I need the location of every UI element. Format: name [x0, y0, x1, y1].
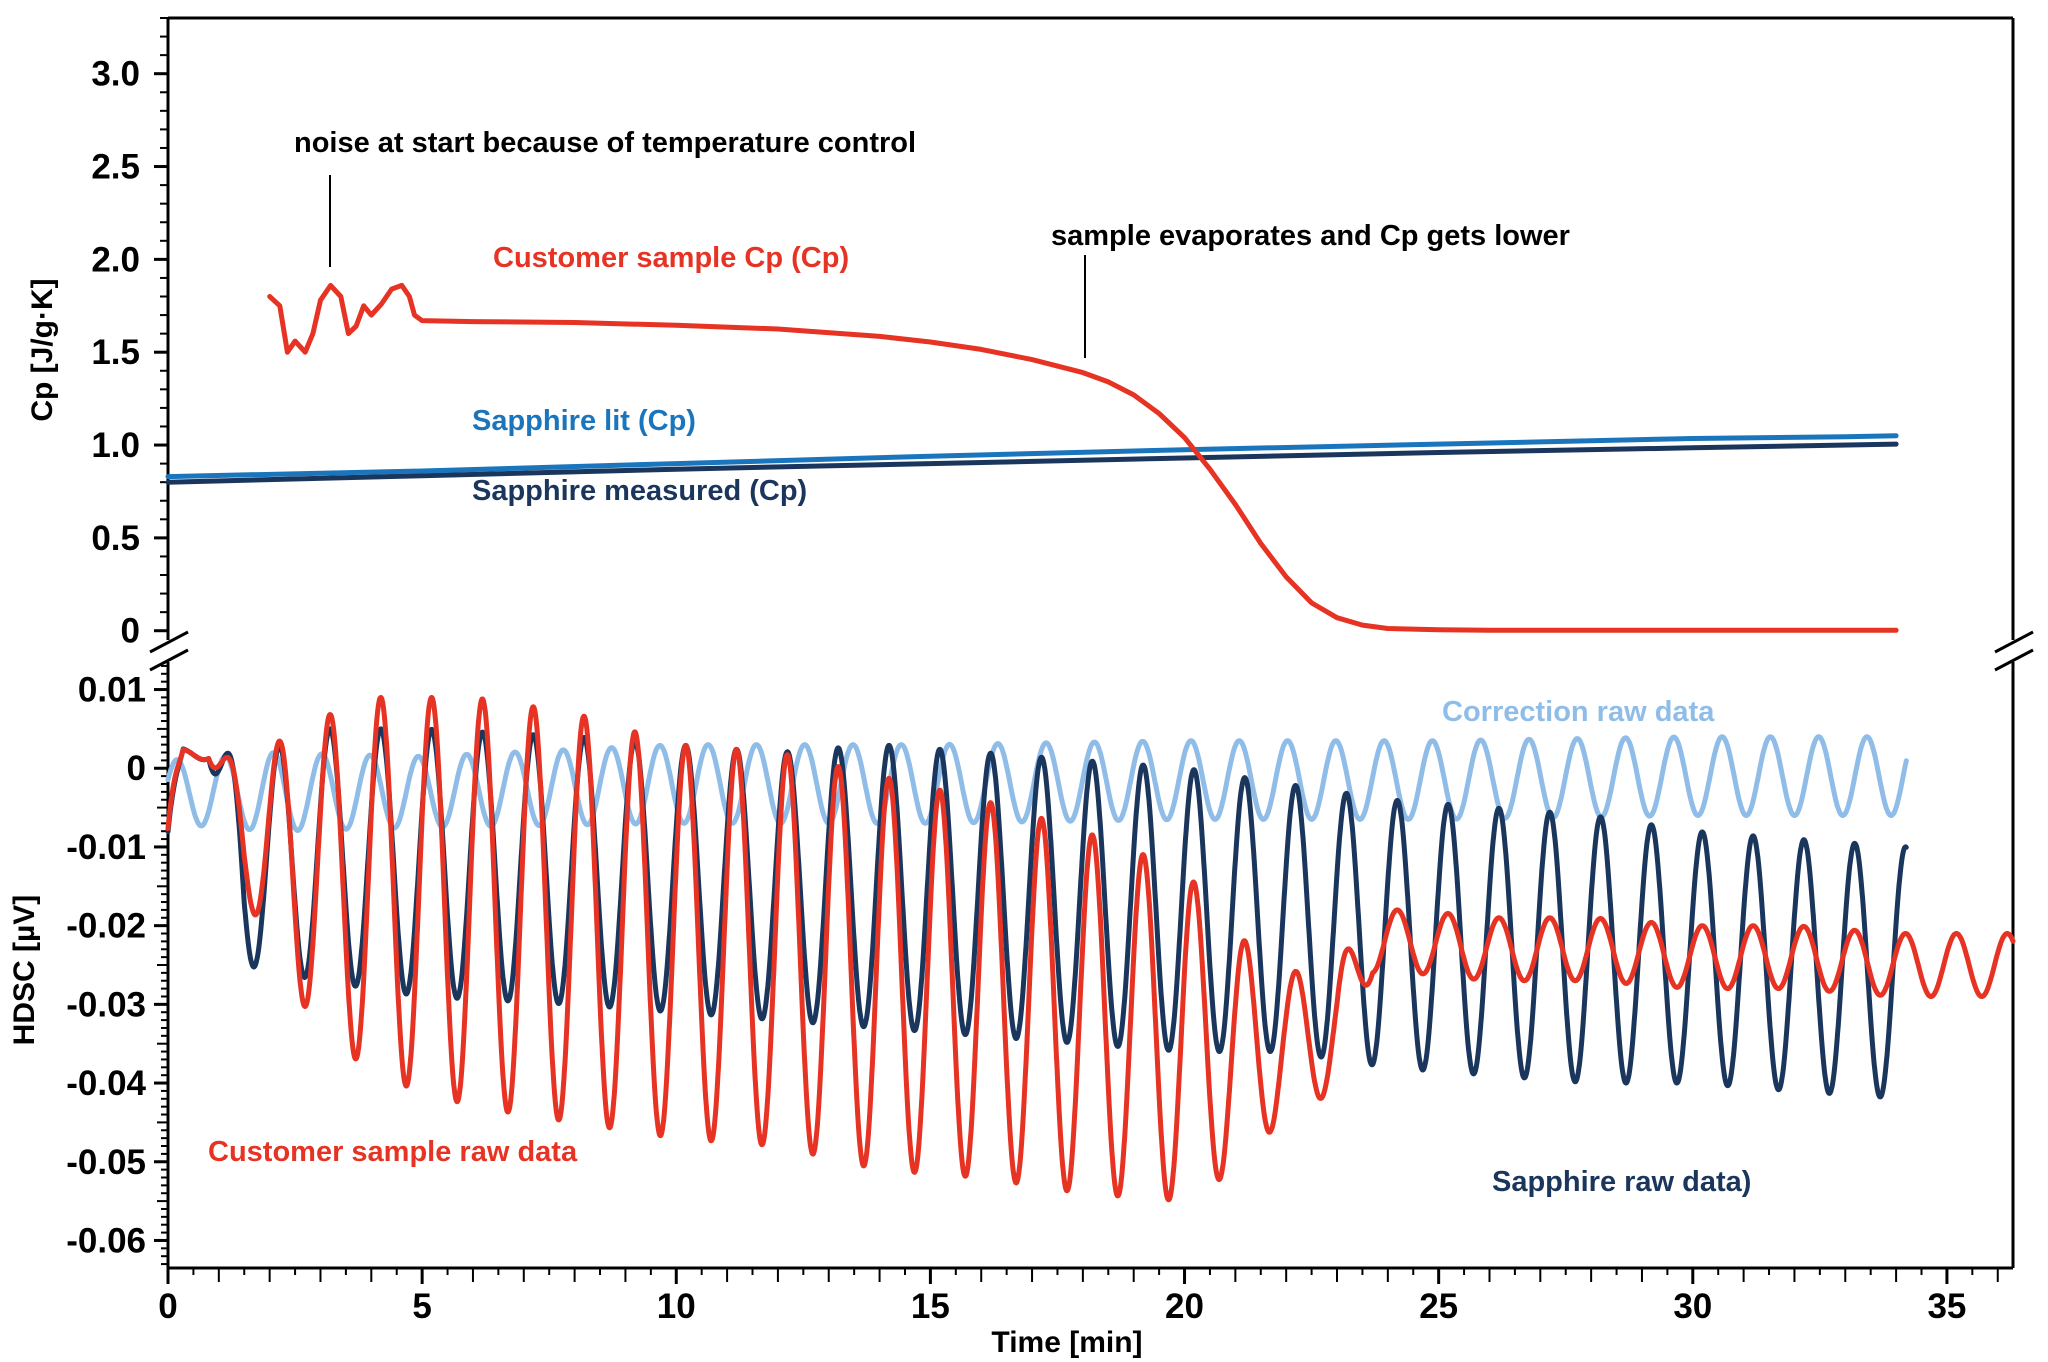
right-break-mark-1	[1994, 630, 2034, 654]
series-label-correction-raw: Correction raw data	[1442, 696, 1715, 728]
x-tick-label: 25	[1419, 1287, 1458, 1326]
x-tick-label: 30	[1673, 1287, 1712, 1326]
cp-series-sapphire-lit	[165, 433, 1899, 480]
cp-series-sapphire-measured	[165, 441, 1899, 485]
left-break-mark-2	[149, 648, 189, 672]
x-tick-label: 15	[911, 1287, 950, 1326]
series-label-customer-raw: Customer sample raw data	[208, 1136, 578, 1168]
bottom-y-axis-title: HDSC [µV]	[8, 895, 41, 1046]
x-tick-label: 20	[1165, 1287, 1204, 1326]
x-axis-title: Time [min]	[991, 1326, 1142, 1359]
top-y-tick-label: 2.5	[91, 148, 140, 187]
series-label-customer-cp: Customer sample Cp (Cp)	[493, 242, 849, 274]
top-y-tick-label: 3.0	[91, 55, 140, 94]
raw-data-series-sapphire	[165, 726, 1909, 1100]
tick-labels: 0 5 10 15 20 25 30 35 0 0.5 1.0 1.5 2.0 2.5 3.0 0.01 0 -0…	[66, 55, 1966, 1326]
right-break-mark-2	[1994, 648, 2034, 672]
x-tick-label: 10	[657, 1287, 696, 1326]
raw-data-series-customer	[165, 695, 2016, 1203]
bottom-y-tick-label: -0.02	[66, 907, 146, 946]
top-y-axis-title: Cp [J/g·K]	[26, 278, 59, 421]
top-y-tick-label: 0.5	[91, 519, 140, 558]
bottom-y-tick-label: -0.01	[66, 828, 146, 867]
top-y-tick-label: 2.0	[91, 240, 140, 279]
series-label-sapphire-raw: Sapphire raw data)	[1492, 1166, 1751, 1198]
bottom-y-tick-label: 0	[127, 749, 146, 788]
axis-ticks	[154, 17, 1999, 1284]
x-tick-label: 5	[412, 1287, 431, 1326]
series-label-sapphire-lit: Sapphire lit (Cp)	[472, 405, 696, 437]
plot-frame	[149, 16, 2035, 1270]
top-y-tick-label: 1.0	[91, 426, 140, 465]
top-y-tick-label: 1.5	[91, 333, 140, 372]
bottom-y-tick-label: -0.03	[66, 985, 146, 1024]
evaporation-annotation: sample evaporates and Cp gets lower	[1051, 220, 1570, 252]
series-label-sapphire-measured: Sapphire measured (Cp)	[472, 475, 807, 507]
x-tick-label: 35	[1927, 1287, 1966, 1326]
x-tick-label: 0	[158, 1287, 177, 1326]
top-y-tick-label: 0	[121, 612, 140, 651]
cp-series-customer	[267, 282, 1899, 633]
bottom-y-tick-label: -0.05	[66, 1143, 146, 1182]
bottom-y-tick-label: -0.06	[66, 1221, 146, 1260]
left-break-mark-1	[149, 630, 189, 654]
noise-annotation: noise at start because of temperature co…	[294, 127, 916, 159]
bottom-y-tick-label: -0.04	[66, 1064, 146, 1103]
series-layer	[165, 282, 2016, 1203]
bottom-y-tick-label: 0.01	[78, 671, 146, 710]
